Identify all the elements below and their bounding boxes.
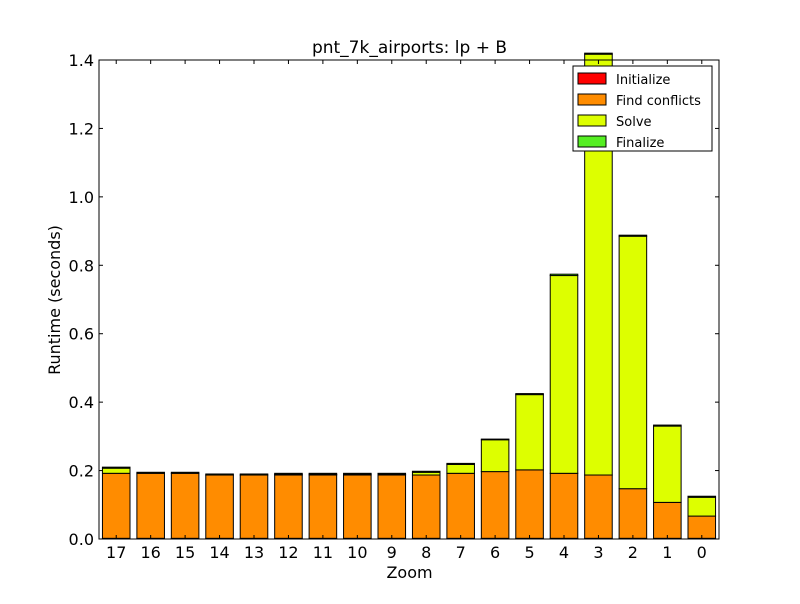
- bar-segment-finalize-10: [343, 472, 372, 475]
- y-tick-label: 0.0: [69, 530, 94, 549]
- bar-segment-find-conflicts-5: [515, 469, 544, 539]
- legend-swatch-solve: [577, 114, 607, 127]
- bar-segment-finalize-7: [446, 462, 475, 465]
- bar-segment-finalize-3: [584, 52, 613, 55]
- bar-segment-solve-4: [549, 275, 579, 474]
- bar-segment-finalize-13: [239, 473, 269, 476]
- x-tick-label: 10: [347, 543, 367, 562]
- x-tick-label: 16: [140, 543, 160, 562]
- bar-segment-solve-5: [515, 394, 544, 471]
- legend: Initialize Find conflicts Solve Finalize: [572, 65, 713, 152]
- bar-segment-find-conflicts-7: [446, 472, 475, 539]
- x-tick-label: 7: [456, 543, 466, 562]
- bar-segment-finalize-0: [687, 495, 717, 498]
- bar-segment-solve-6: [480, 439, 510, 473]
- bar-segment-finalize-2: [618, 234, 648, 237]
- bar-segment-find-conflicts-6: [480, 471, 510, 539]
- bar-segment-find-conflicts-9: [377, 474, 407, 539]
- bar-segment-finalize-16: [136, 471, 165, 474]
- bar-segment-find-conflicts-14: [205, 474, 234, 539]
- bar-segment-solve-1: [653, 425, 682, 503]
- bar-segment-find-conflicts-15: [170, 472, 200, 539]
- x-tick-label: 11: [313, 543, 333, 562]
- bar-segment-finalize-4: [549, 273, 579, 277]
- legend-label: Finalize: [616, 136, 664, 151]
- legend-swatch-finalize: [577, 135, 607, 148]
- x-tick-label: 6: [490, 543, 500, 562]
- x-tick-label: 13: [244, 543, 264, 562]
- bar-segment-solve-17: [101, 467, 131, 474]
- bar-segment-finalize-12: [274, 472, 303, 475]
- x-tick-label: 4: [559, 543, 569, 562]
- bar-segment-find-conflicts-10: [343, 474, 372, 539]
- legend-swatch-initialize: [577, 72, 607, 85]
- plot-frame: [98, 59, 720, 540]
- chart-title: pnt_7k_airports: lp + B: [312, 38, 507, 58]
- bar-segment-find-conflicts-2: [618, 488, 648, 539]
- legend-swatch-find-conflicts: [577, 93, 607, 106]
- y-tick-label: 0.6: [69, 325, 94, 344]
- bar-segment-find-conflicts-1: [653, 501, 682, 539]
- bar-segment-find-conflicts-16: [136, 472, 165, 539]
- bar-segment-finalize-11: [308, 472, 338, 475]
- x-tick-label: 2: [628, 543, 638, 562]
- y-tick-label: 1.2: [69, 119, 94, 138]
- bar-segment-solve-2: [618, 235, 648, 490]
- x-tick-label: 9: [387, 543, 397, 562]
- bar-segment-finalize-14: [205, 473, 234, 476]
- bar-segment-find-conflicts-13: [239, 474, 269, 539]
- bar-segment-finalize-9: [377, 472, 407, 475]
- bar-segment-finalize-8: [411, 470, 441, 473]
- ticks-layer: 17 16 15 14 13 12 11 10 9 8 7 6 5 4 3 2 1 00.00.20.40.60.…: [69, 51, 719, 562]
- x-tick-label: 12: [278, 543, 298, 562]
- bar-segment-solve-7: [446, 463, 475, 474]
- bar-segment-finalize-17: [101, 466, 131, 469]
- y-tick-label: 0.4: [69, 393, 94, 412]
- legend-label: Initialize: [616, 73, 670, 88]
- legend-label: Find conflicts: [616, 94, 701, 109]
- y-tick-label: 0.8: [69, 256, 94, 275]
- bar-segment-find-conflicts-3: [584, 474, 613, 539]
- x-tick-label: 5: [524, 543, 534, 562]
- bar-segment-find-conflicts-0: [687, 515, 717, 539]
- bar-segment-find-conflicts-11: [308, 474, 338, 539]
- x-tick-label: 1: [662, 543, 672, 562]
- x-axis-label: Zoom: [386, 563, 432, 582]
- x-tick-label: 15: [175, 543, 195, 562]
- x-tick-label: 3: [593, 543, 603, 562]
- legend-label: Solve: [616, 115, 652, 130]
- bar-segment-finalize-5: [515, 393, 544, 396]
- bar-segment-find-conflicts-12: [274, 474, 303, 539]
- y-tick-label: 0.2: [69, 462, 94, 481]
- x-tick-label: 17: [106, 543, 126, 562]
- x-tick-label: 0: [697, 543, 707, 562]
- y-tick-label: 1.4: [69, 51, 94, 70]
- y-axis-label: Runtime (seconds): [45, 225, 64, 375]
- bar-segment-finalize-15: [170, 471, 200, 474]
- bar-segment-find-conflicts-17: [101, 472, 131, 539]
- x-tick-label: 14: [209, 543, 229, 562]
- bar-segment-finalize-1: [653, 424, 682, 427]
- bar-segment-find-conflicts-8: [411, 474, 441, 539]
- bar-segment-find-conflicts-4: [549, 472, 579, 539]
- y-tick-label: 1.0: [69, 188, 94, 207]
- bar-segment-solve-0: [687, 496, 717, 517]
- x-tick-label: 8: [421, 543, 431, 562]
- bar-segment-finalize-6: [480, 438, 510, 441]
